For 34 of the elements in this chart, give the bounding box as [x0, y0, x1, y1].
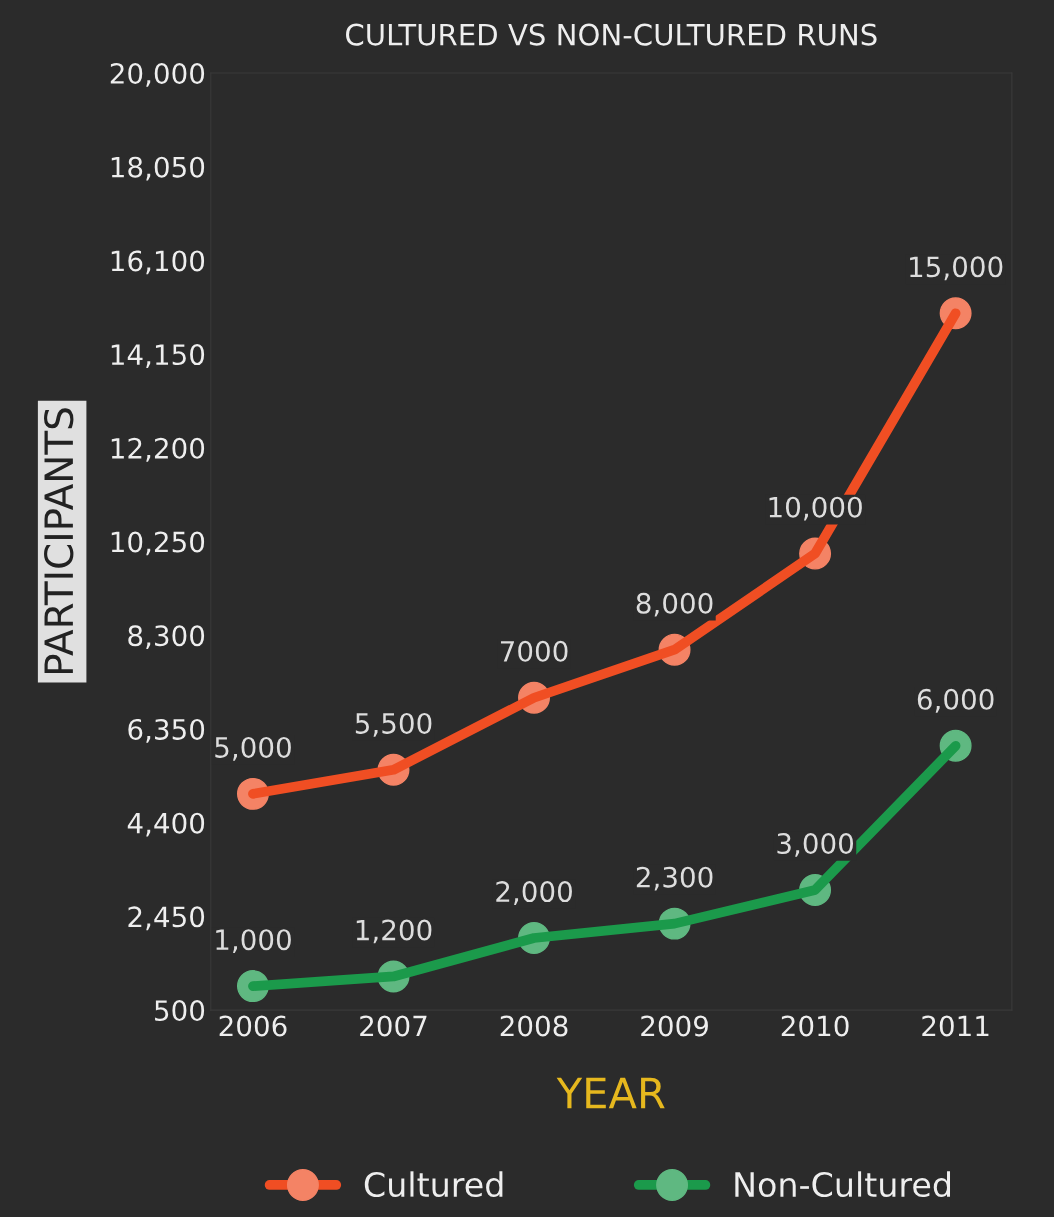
y-axis-title: PARTICIPANTS — [44, 408, 74, 674]
y-tick-label: 20,000 — [110, 62, 205, 87]
data-label: 1,000 — [216, 929, 291, 953]
x-tick-label: 2010 — [781, 1015, 849, 1037]
x-tick-label: 2007 — [360, 1015, 427, 1037]
data-label: 10,000 — [769, 496, 862, 521]
y-tick-label: 12,200 — [111, 437, 205, 462]
data-label: 5,500 — [355, 712, 432, 737]
y-tick-label: 8,300 — [128, 625, 205, 650]
x-tick-label: 2006 — [219, 1015, 287, 1037]
y-tick-label: 500 — [155, 1000, 205, 1022]
data-label: 5,000 — [215, 736, 291, 761]
data-label: 1,200 — [356, 919, 432, 944]
data-label: 2,300 — [636, 866, 713, 891]
data-label: 7000 — [500, 640, 568, 662]
y-tick-label: 16,100 — [111, 250, 205, 275]
y-tick-label: 14,150 — [111, 344, 205, 368]
y-tick-label: 18,050 — [111, 156, 205, 181]
legend-label: Non-Cultured — [735, 1171, 951, 1198]
x-tick-label: 2009 — [641, 1015, 708, 1037]
data-label: 8,000 — [636, 592, 713, 617]
x-tick-label: 2011 — [922, 1015, 989, 1037]
data-label: 3,000 — [777, 833, 854, 857]
legend-label: Cultured — [364, 1171, 503, 1198]
y-tick-label: 6,350 — [128, 718, 205, 743]
y-tick-label: 2,450 — [128, 906, 205, 931]
chart-title: CULTURED VS NON-CULTURED RUNS — [346, 23, 877, 46]
data-label: 15,000 — [910, 256, 1003, 281]
data-label: 2,000 — [496, 881, 572, 905]
y-tick-label: 4,400 — [127, 812, 205, 837]
y-tick-label: 10,250 — [111, 531, 205, 556]
data-label: 6,000 — [917, 688, 994, 713]
x-tick-label: 2008 — [500, 1015, 568, 1037]
x-axis-title: YEAR — [556, 1077, 665, 1109]
